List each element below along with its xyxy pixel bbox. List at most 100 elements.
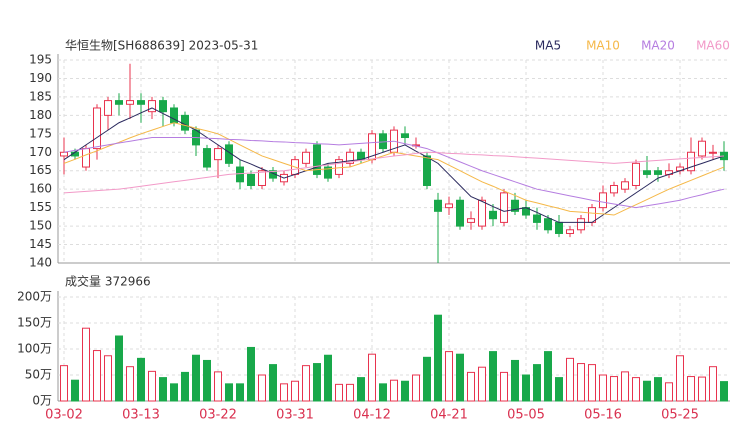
volume-bar	[720, 381, 728, 402]
volume-bar	[93, 350, 101, 402]
volume-bar	[676, 355, 684, 402]
volume-bar	[665, 382, 673, 402]
volume-bar	[621, 371, 629, 402]
candle-body	[104, 100, 112, 116]
candle-body	[533, 214, 541, 223]
volume-bar	[577, 363, 585, 402]
x-tick-label: 05-25	[661, 408, 699, 423]
legend-label: MA20	[641, 39, 675, 53]
volume-bar	[170, 383, 178, 402]
volume-bar	[698, 376, 706, 402]
volume-bar	[159, 377, 167, 402]
candle-body	[709, 151, 717, 154]
y-tick-label: 50万	[25, 368, 52, 382]
candle-body	[82, 148, 90, 168]
candle-body	[434, 199, 442, 212]
candle-body	[379, 133, 387, 150]
volume-bar	[192, 354, 200, 402]
volume-bar	[412, 374, 420, 402]
candle-body	[577, 218, 585, 231]
volume-bar	[357, 377, 365, 402]
candle-body	[148, 100, 156, 113]
candle-body	[643, 170, 651, 175]
volume-bar	[401, 380, 409, 402]
ma-line	[63, 122, 725, 216]
volume-bar	[324, 354, 332, 402]
volume-bar	[60, 365, 68, 402]
volume-bar	[247, 346, 255, 402]
candle-body	[401, 133, 409, 139]
volume-bar	[467, 371, 475, 402]
candle-body	[500, 192, 508, 223]
volume-title: 成交量 372966	[65, 274, 151, 289]
volume-bar	[533, 364, 541, 402]
y-tick-label: 155	[29, 200, 52, 214]
candle-body	[313, 144, 321, 175]
volume-bar	[71, 379, 79, 402]
x-tick-label: 03-13	[122, 408, 160, 423]
candle-body	[115, 100, 123, 105]
candle-body	[478, 199, 486, 227]
y-tick-label: 145	[29, 237, 52, 251]
volume-bar	[555, 377, 563, 402]
y-tick-label: 200万	[17, 290, 52, 304]
volume-bar	[390, 379, 398, 402]
volume-bar	[269, 364, 277, 402]
candle-body	[346, 151, 354, 164]
volume-bar	[456, 353, 464, 402]
volume-bar	[544, 351, 552, 402]
volume-bar	[148, 370, 156, 402]
volume-bar	[368, 353, 376, 402]
y-tick-label: 190	[29, 71, 52, 85]
ma-line	[63, 151, 725, 194]
candle-body	[445, 203, 453, 209]
candle-body	[236, 166, 244, 183]
volume-bar	[82, 327, 90, 402]
ma-line	[63, 137, 725, 209]
x-tick-label: 03-22	[199, 408, 237, 423]
volume-bar	[478, 366, 486, 402]
y-tick-label: 195	[29, 53, 52, 67]
candle-body	[555, 221, 563, 234]
y-tick-label: 180	[29, 108, 52, 122]
y-tick-label: 150	[29, 219, 52, 233]
x-tick-label: 03-31	[276, 408, 314, 423]
candle-body	[632, 162, 640, 186]
volume-bar	[687, 376, 695, 402]
candle-body	[456, 199, 464, 227]
y-tick-label: 160	[29, 182, 52, 196]
candle-body	[698, 140, 706, 157]
legend-label: MA60	[696, 39, 730, 53]
candle-body	[599, 192, 607, 209]
volume-bar	[709, 366, 717, 402]
volume-bar	[654, 377, 662, 402]
volume-bar	[126, 366, 134, 402]
volume-bar	[643, 380, 651, 402]
volume-bar	[258, 374, 266, 402]
volume-bar	[566, 357, 574, 402]
candle-body	[467, 218, 475, 223]
volume-bar	[610, 376, 618, 402]
y-tick-label: 100万	[17, 342, 52, 356]
candle-body	[687, 151, 695, 172]
x-tick-label: 04-12	[353, 408, 391, 423]
y-tick-label: 140	[29, 256, 52, 270]
candle-body	[610, 184, 618, 194]
volume-bar	[181, 371, 189, 402]
chart-title: 华恒生物[SH688639] 2023-05-31	[65, 39, 258, 53]
volume-bar	[137, 357, 145, 402]
candle-body	[159, 100, 167, 113]
volume-bar	[302, 365, 310, 402]
volume-bar	[434, 314, 442, 402]
candle-body	[511, 199, 519, 212]
volume-bar	[445, 351, 453, 402]
volume-bar	[203, 359, 211, 402]
candle-body	[126, 100, 134, 105]
candle-body	[621, 181, 629, 190]
candle-body	[324, 166, 332, 179]
legend-label: MA5	[535, 39, 561, 53]
y-tick-label: 185	[29, 89, 52, 103]
candle-body	[302, 151, 310, 164]
volume-bar	[280, 383, 288, 402]
